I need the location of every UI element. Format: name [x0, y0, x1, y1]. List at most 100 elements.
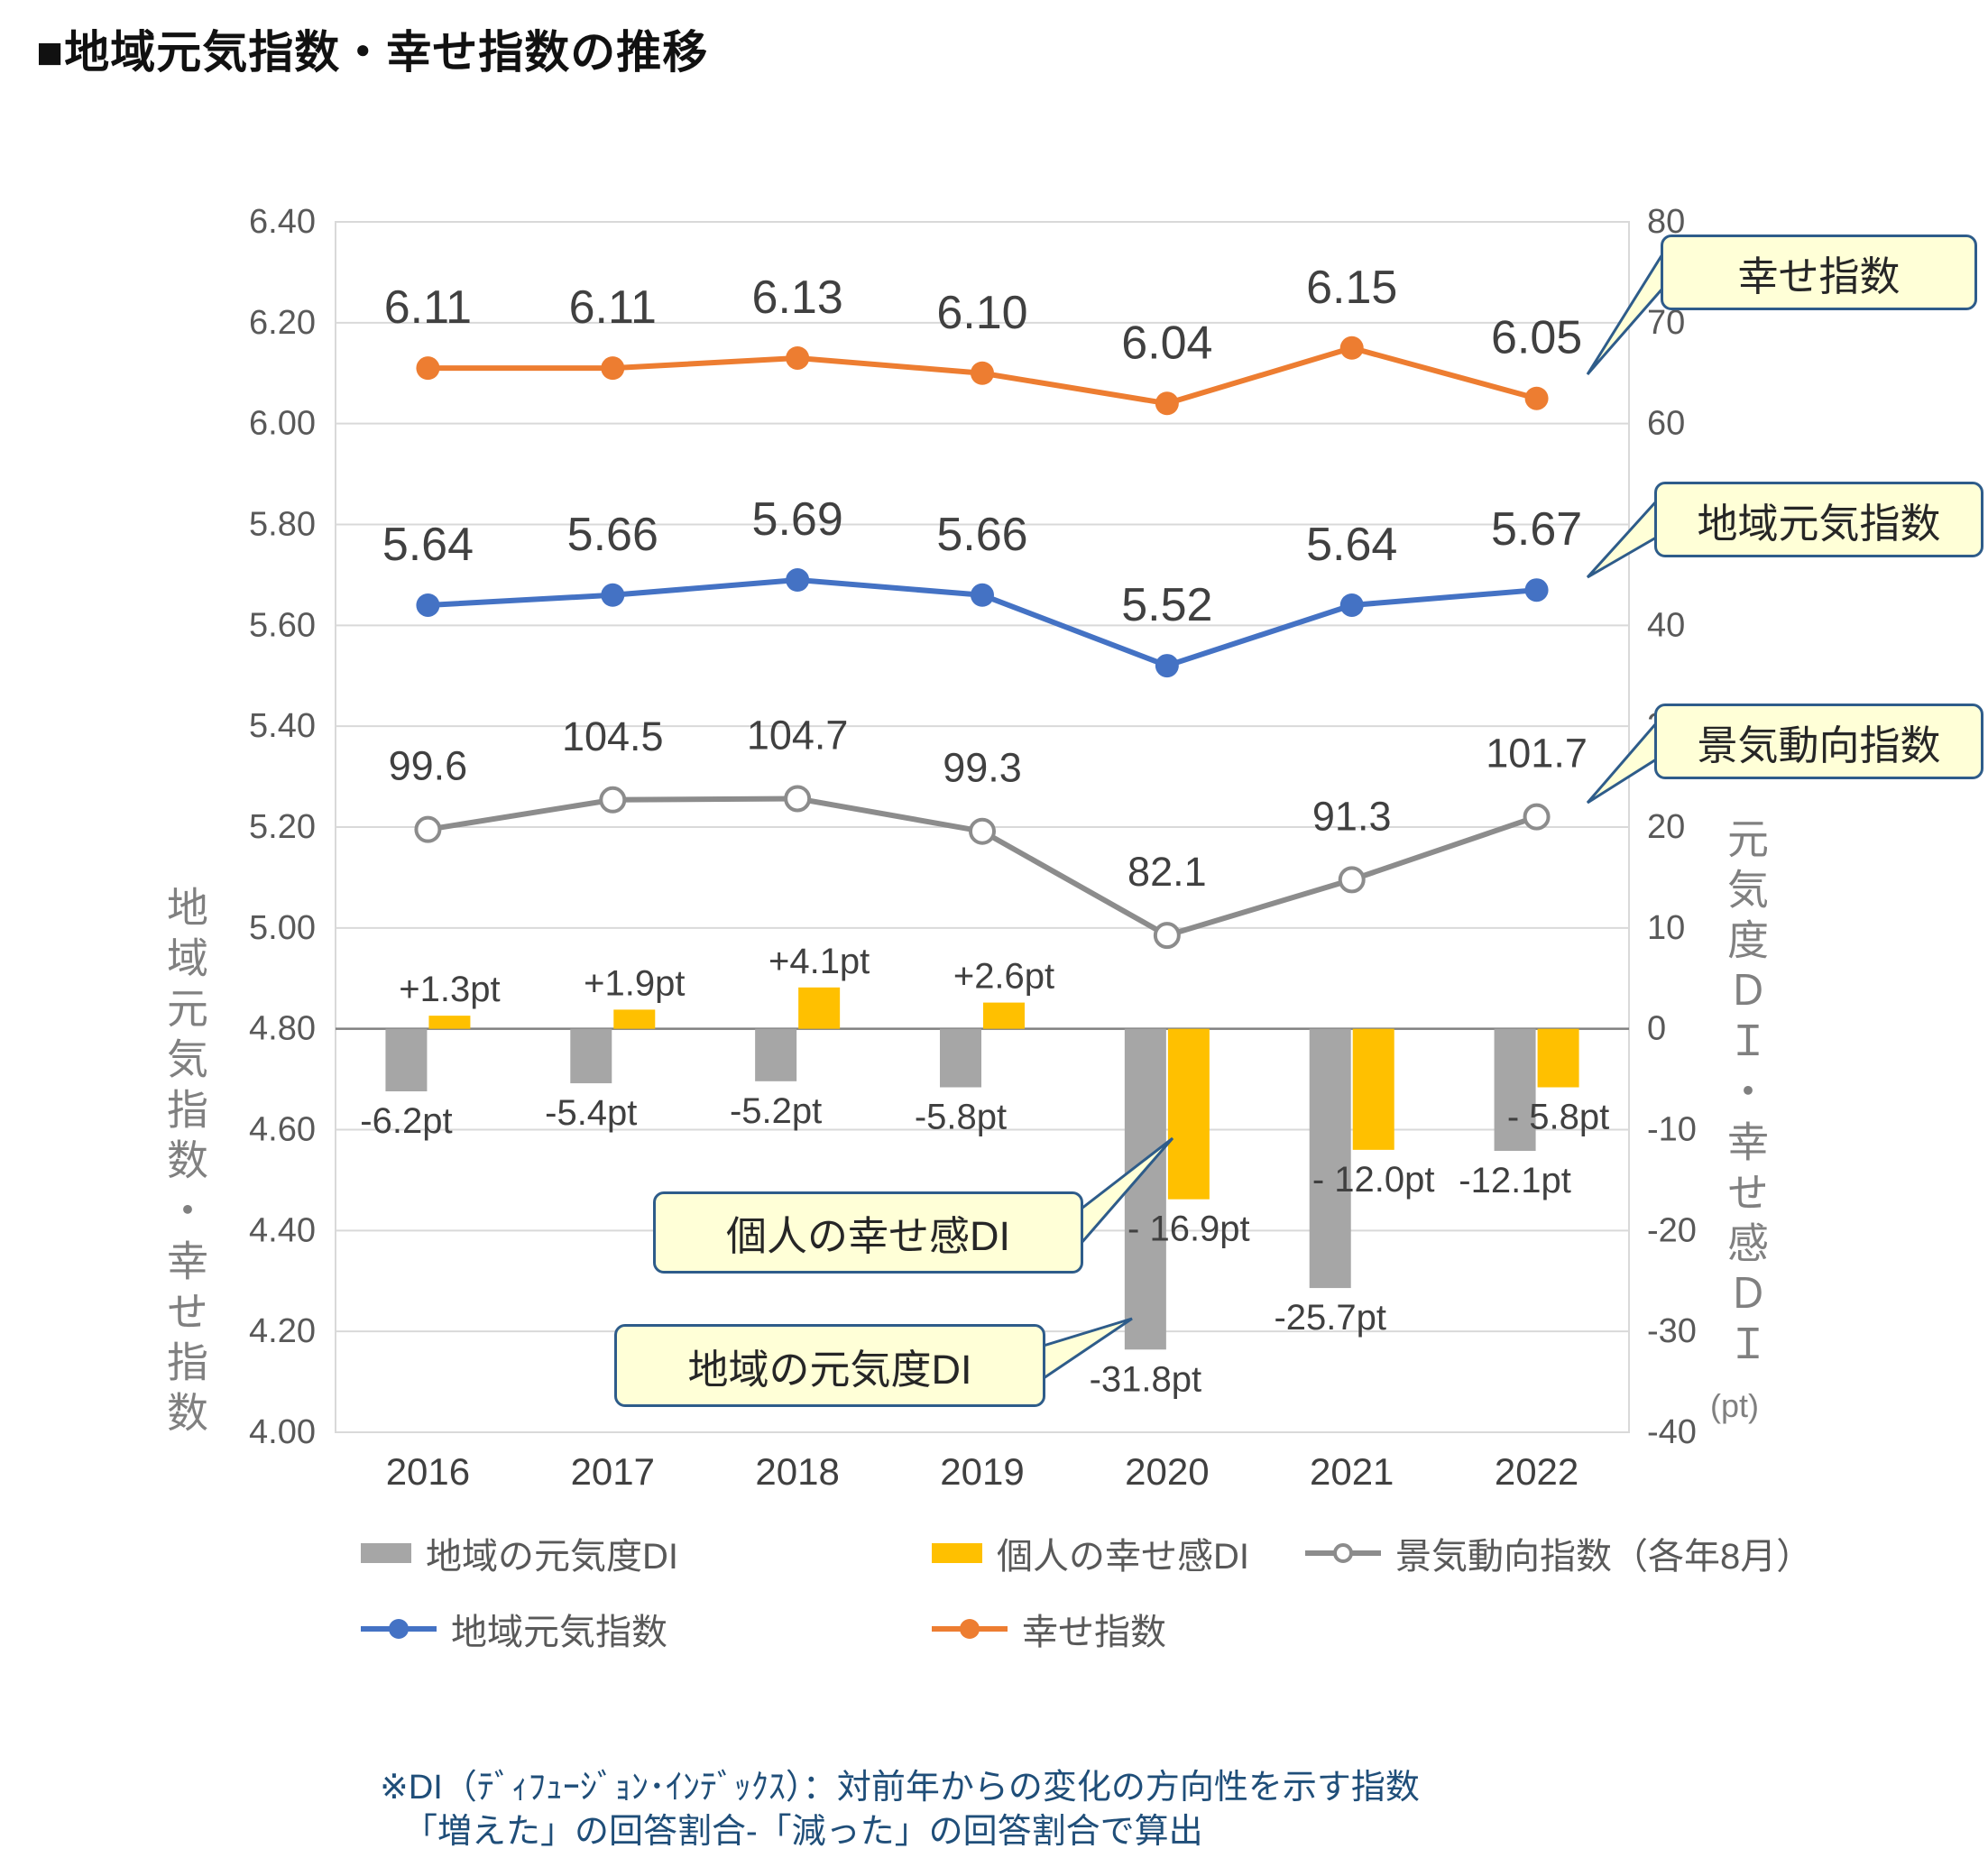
y-left-tick-label: 4.00	[249, 1413, 316, 1451]
y-left-tick-label: 4.80	[249, 1010, 316, 1048]
footnote: ※DI（ﾃﾞｨﾌｭｰｼﾞｮﾝ･ｲﾝﾃﾞｯｸｽ）：対前年からの変化の方向性を示す指…	[380, 1766, 1420, 1855]
y-right-tick-label: -40	[1647, 1413, 1697, 1451]
marker-business_conditions_index	[1523, 803, 1551, 831]
point-label-vitality_index: 5.67	[1491, 503, 1582, 556]
point-label-business_conditions_index: 91.3	[1312, 793, 1392, 839]
point-label-happiness_index: 6.10	[936, 287, 1027, 339]
bar-vitality_di	[570, 1028, 612, 1084]
bar-happiness_di	[798, 987, 841, 1029]
bar-label-happiness_di: - 5.8pt	[1507, 1098, 1609, 1137]
legend-label-happiness-di: 個人の幸せ感DI	[997, 1537, 1249, 1577]
marker-happiness_index	[1339, 336, 1364, 360]
bar-label-happiness_di: - 12.0pt	[1312, 1160, 1435, 1200]
y-right-tick-label: -30	[1647, 1312, 1697, 1350]
callout-vitality-di: 地域の元気度DI	[614, 1324, 1045, 1407]
bar-happiness_di	[1352, 1028, 1394, 1150]
right-axis-title: 元気度ＤＩ・幸せ感ＤＩ	[1722, 817, 1769, 1373]
x-tick-label: 2022	[1495, 1450, 1578, 1493]
bar-label-happiness_di: +1.3pt	[399, 970, 500, 1009]
bar-happiness_di	[1537, 1028, 1579, 1088]
legend-label-happiness-index: 幸せ指数	[1022, 1613, 1166, 1652]
point-label-vitality_index: 5.64	[1306, 519, 1397, 571]
point-label-vitality_index: 5.64	[382, 519, 474, 571]
legend-marker	[1333, 1543, 1353, 1563]
callout-pointer	[1586, 498, 1658, 579]
marker-happiness_index	[1155, 391, 1179, 416]
point-label-business_conditions_index: 99.6	[389, 743, 468, 789]
plot-border	[335, 221, 1630, 1433]
legend-item-happiness-di: 個人の幸せ感DI	[932, 1532, 1249, 1577]
y-right-tick-label: -20	[1647, 1211, 1697, 1249]
bar-label-happiness_di: +4.1pt	[769, 942, 870, 981]
marker-happiness_index	[786, 345, 810, 370]
legend-item-vitality-di: 地域の元気度DI	[361, 1532, 678, 1577]
page-title: ■地域元気指数・幸せ指数の推移	[36, 27, 709, 78]
y-right-tick-label: 0	[1647, 1010, 1666, 1048]
y-left-tick-label: 4.20	[249, 1312, 316, 1350]
marker-business_conditions_index	[969, 817, 996, 845]
bar-happiness_di	[1167, 1028, 1210, 1200]
x-tick-label: 2016	[386, 1450, 470, 1493]
bar-vitality_di	[1494, 1028, 1536, 1151]
point-label-vitality_index: 5.66	[567, 509, 658, 561]
bar-label-vitality_di: -25.7pt	[1274, 1298, 1386, 1338]
point-label-business_conditions_index: 104.5	[562, 713, 664, 759]
marker-business_conditions_index	[1338, 866, 1366, 894]
legend-swatch-gray-line	[1305, 1543, 1381, 1563]
point-label-business_conditions_index: 101.7	[1486, 731, 1588, 777]
y-left-tick-label: 6.00	[249, 405, 316, 443]
legend-label-vitality-index: 地域元気指数	[451, 1613, 667, 1652]
marker-vitality_index	[601, 583, 625, 607]
legend-marker	[389, 1619, 409, 1639]
marker-happiness_index	[971, 361, 994, 385]
point-label-business_conditions_index: 99.3	[943, 745, 1022, 791]
x-tick-label: 2020	[1125, 1450, 1209, 1493]
y-left-tick-label: 5.60	[249, 606, 316, 644]
callout-business-index-label: 景気動向指数	[1697, 722, 1941, 768]
y-right-tick-label: 20	[1647, 808, 1685, 846]
right-axis-unit: (pt)	[1710, 1387, 1759, 1424]
marker-business_conditions_index	[1153, 922, 1181, 950]
bar-vitality_di	[1309, 1028, 1351, 1289]
callout-happiness-index: 幸せ指数	[1661, 235, 1977, 310]
legend-label-business-index: 景気動向指数（各年8月）	[1395, 1537, 1813, 1577]
bar-happiness_di	[983, 1002, 1025, 1029]
y-left-tick-label: 6.40	[249, 203, 316, 241]
x-tick-label: 2018	[755, 1450, 839, 1493]
marker-vitality_index	[1339, 593, 1364, 617]
point-label-happiness_index: 6.13	[752, 271, 843, 324]
bar-vitality_di	[940, 1028, 981, 1088]
x-tick-label: 2017	[571, 1450, 655, 1493]
legend-swatch-gold-bar	[932, 1543, 982, 1563]
footnote-line-2: 「増えた」の回答割合-「減った」の回答割合で算出	[403, 1813, 1203, 1852]
bar-label-vitality_di: -5.2pt	[730, 1091, 822, 1131]
y-left-tick-label: 5.80	[249, 506, 316, 544]
y-left-tick-label: 6.20	[249, 304, 316, 342]
callout-happiness-di: 個人の幸せ感DI	[653, 1191, 1083, 1274]
bar-label-happiness_di: +2.6pt	[953, 957, 1054, 997]
point-label-happiness_index: 6.05	[1491, 312, 1582, 364]
bar-vitality_di	[1124, 1028, 1166, 1350]
marker-business_conditions_index	[599, 786, 627, 814]
legend-item-happiness-index: 幸せ指数	[932, 1608, 1166, 1652]
y-left-tick-label: 5.20	[249, 808, 316, 846]
point-label-happiness_index: 6.04	[1121, 317, 1212, 369]
y-left-tick-label: 4.40	[249, 1211, 316, 1249]
y-left-tick-label: 4.60	[249, 1111, 316, 1149]
callout-happiness-di-label: 個人の幸せ感DI	[725, 1213, 1010, 1259]
legend-item-vitality-index: 地域元気指数	[361, 1608, 667, 1652]
x-tick-label: 2019	[940, 1450, 1024, 1493]
bar-label-happiness_di: +1.9pt	[584, 963, 685, 1003]
y-right-tick-label: 10	[1647, 909, 1685, 947]
bar-vitality_di	[755, 1028, 797, 1081]
callout-vitality-index: 地域元気指数	[1654, 482, 1983, 557]
point-label-business_conditions_index: 82.1	[1127, 849, 1207, 895]
legend-marker	[960, 1619, 980, 1639]
y-left-tick-label: 5.00	[249, 909, 316, 947]
point-label-vitality_index: 5.52	[1121, 579, 1212, 631]
bar-happiness_di	[428, 1016, 471, 1029]
legend-swatch-blue-line	[361, 1619, 437, 1639]
x-tick-label: 2021	[1310, 1450, 1394, 1493]
